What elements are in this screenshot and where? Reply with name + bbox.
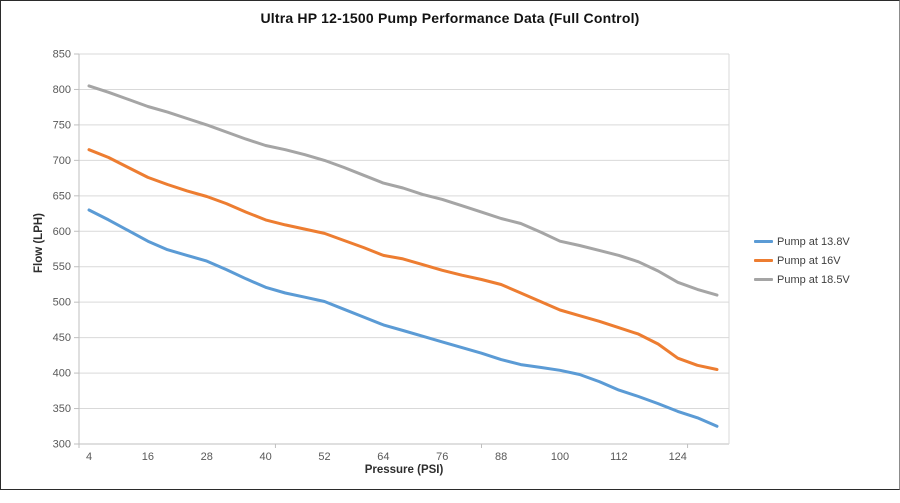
y-tick-label: 750 xyxy=(53,119,71,131)
x-tick-label: 40 xyxy=(260,451,272,463)
chart-frame: Ultra HP 12-1500 Pump Performance Data (… xyxy=(0,0,900,490)
legend-line-swatch-icon xyxy=(754,278,773,281)
legend-label: Pump at 16V xyxy=(777,254,841,267)
y-tick-label: 300 xyxy=(53,439,71,451)
plot-area: 300 350 400 450 500 550 600 650 700 750 800 850 4 16 2… xyxy=(53,49,730,463)
legend-line-swatch-icon xyxy=(754,259,773,262)
x-tick-label: 112 xyxy=(610,451,628,463)
series-line-pump-at-18.5v xyxy=(87,84,719,297)
y-tick-label: 400 xyxy=(53,368,71,380)
legend: Pump at 13.8V Pump at 16V Pump at 18.5V xyxy=(754,232,850,289)
legend-item: Pump at 13.8V xyxy=(754,232,850,251)
legend-line-swatch-icon xyxy=(754,240,773,243)
x-tick-label: 52 xyxy=(318,451,330,463)
x-tick-label: 16 xyxy=(142,451,154,463)
x-tick-label: 88 xyxy=(495,451,507,463)
x-axis-title: Pressure (PSI) xyxy=(364,464,444,476)
x-tick-label: 124 xyxy=(669,451,687,463)
chart-title: Ultra HP 12-1500 Pump Performance Data (… xyxy=(260,10,640,26)
y-tick-label: 500 xyxy=(53,297,71,309)
legend-item: Pump at 18.5V xyxy=(754,270,850,289)
series-line-pump-at-13.8v xyxy=(87,208,719,428)
y-tick-label: 850 xyxy=(53,49,71,61)
legend-item: Pump at 16V xyxy=(754,251,850,270)
y-tick-label: 350 xyxy=(53,403,71,415)
x-tick-label: 28 xyxy=(201,451,213,463)
x-tick-label: 64 xyxy=(377,451,389,463)
x-tick-label: 100 xyxy=(551,451,569,463)
legend-label: Pump at 18.5V xyxy=(777,273,850,286)
y-tick-label: 700 xyxy=(53,155,71,167)
series-line-pump-at-16v xyxy=(87,148,719,371)
legend-label: Pump at 13.8V xyxy=(777,235,850,248)
y-tick-label: 650 xyxy=(53,190,71,202)
y-tick-label: 800 xyxy=(53,84,71,96)
x-tick-label: 4 xyxy=(86,451,92,463)
y-tick-label: 600 xyxy=(53,226,71,238)
y-axis-title: Flow (LPH) xyxy=(33,212,45,274)
y-tick-label: 450 xyxy=(53,332,71,344)
x-tick-label: 76 xyxy=(436,451,448,463)
y-tick-label: 550 xyxy=(53,261,71,273)
